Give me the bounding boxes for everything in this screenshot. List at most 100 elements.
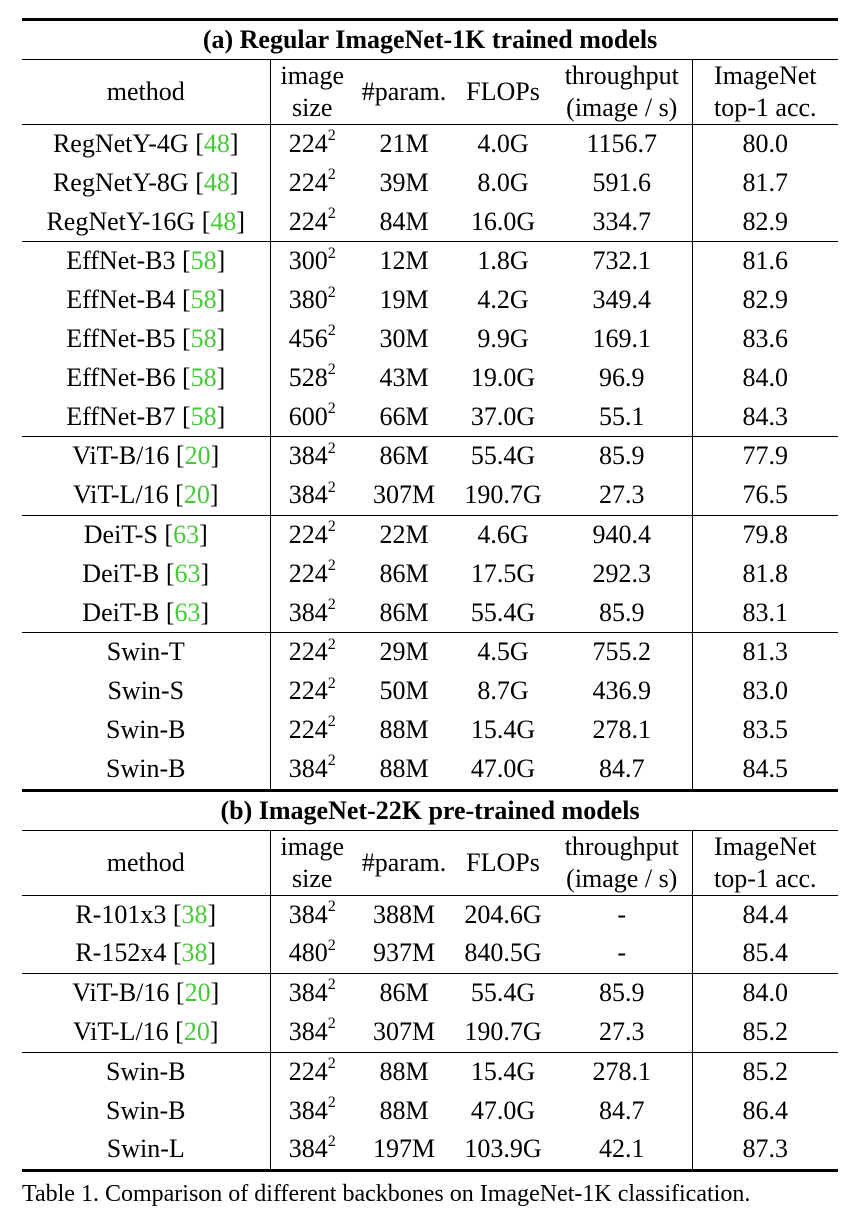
throughput-cell: 334.7	[552, 202, 693, 242]
throughput-cell: 436.9	[552, 672, 693, 711]
table-row: EffNet-B4 [58] 3802 19M 4.2G 349.4 82.9	[22, 281, 838, 320]
citation-link[interactable]: 58	[190, 323, 217, 353]
accuracy-value: 82.9	[742, 285, 789, 315]
accuracy-value: 81.8	[742, 558, 789, 588]
header-throughput-label: throughput	[564, 831, 679, 861]
size-exponent: 2	[327, 1015, 336, 1033]
accuracy-value: 81.7	[742, 167, 789, 197]
image-size-cell: 3842	[270, 436, 354, 477]
citation-link[interactable]: 58	[190, 362, 217, 392]
header-accuracy-label: ImageNet	[714, 61, 817, 90]
method-cell: Swin-B	[22, 1091, 271, 1131]
citation-link[interactable]: 38	[181, 938, 208, 968]
accuracy-cell: 84.0	[692, 359, 838, 398]
method-cell: R-101x3 [38]	[22, 894, 271, 935]
header-params: #param.	[354, 59, 454, 125]
accuracy-value: 76.5	[742, 480, 789, 510]
citation-link[interactable]: 63	[174, 597, 201, 627]
flops-value: 15.4G	[470, 1056, 536, 1086]
method-name: EffNet-B5	[66, 323, 176, 353]
header-size-label: image	[280, 831, 345, 861]
section-title-row: (b) ImageNet-22K pre-trained models	[22, 788, 839, 831]
image-size-cell: 5282	[270, 359, 354, 398]
params-value: 307M	[372, 1016, 436, 1046]
accuracy-value: 81.6	[742, 246, 789, 276]
flops-cell: 47.0G	[454, 750, 552, 790]
image-size-cell: 3842	[270, 476, 354, 515]
method-name: EffNet-B7	[66, 401, 176, 431]
image-size-value: 528	[288, 362, 328, 392]
image-size-value: 384	[288, 899, 328, 929]
accuracy-cell: 85.2	[692, 1051, 839, 1092]
header-row: method image #param. FLOPs throughput ImageNe…	[22, 59, 839, 125]
accuracy-cell: 76.5	[692, 476, 838, 515]
header-throughput: throughput	[552, 829, 693, 863]
header-row: method image #param. FLOPs throughput ImageNe…	[22, 829, 839, 896]
method-name: ViT-L/16	[72, 480, 169, 510]
method-cell: DeiT-B [63]	[22, 593, 271, 633]
citation-link[interactable]: 38	[181, 899, 208, 929]
flops-cell: 1.8G	[454, 241, 552, 282]
params-value: 388M	[372, 899, 436, 929]
citation-link[interactable]: 20	[183, 480, 210, 510]
image-size-cell: 2242	[270, 555, 354, 594]
table-row: Swin-B 3842 88M 47.0G 84.7 86.4	[22, 1091, 838, 1131]
flops-value: 204.6G	[464, 899, 542, 929]
section-title-row: (a) Regular ImageNet-1K trained models	[22, 18, 839, 60]
accuracy-cell: 84.4	[692, 894, 839, 935]
method-cell: RegNetY-4G [48]	[22, 123, 271, 164]
accuracy-cell: 84.5	[692, 750, 838, 790]
citation-link[interactable]: 48	[203, 129, 230, 158]
citation-link[interactable]: 58	[190, 401, 217, 431]
params-cell: 86M	[354, 594, 454, 633]
flops-value: 37.0G	[470, 401, 536, 431]
method-name: EffNet-B3	[66, 246, 176, 276]
citation-link[interactable]: 58	[190, 246, 217, 276]
citation-link[interactable]: 48	[210, 206, 237, 236]
citation-link[interactable]: 20	[183, 1016, 210, 1046]
params-cell: 88M	[354, 1092, 454, 1131]
size-exponent: 2	[327, 936, 336, 954]
params-value: 88M	[379, 714, 429, 744]
params-cell: 88M	[354, 711, 454, 750]
throughput-value: 278.1	[592, 714, 652, 744]
flops-value: 55.4G	[470, 441, 536, 471]
flops-value: 19.0G	[470, 362, 536, 392]
header-method-label: method	[106, 847, 185, 877]
image-size-value: 224	[288, 714, 328, 744]
accuracy-cell: 85.2	[692, 1013, 838, 1052]
citation-link[interactable]: 48	[203, 167, 230, 197]
accuracy-value: 85.4	[742, 938, 789, 968]
accuracy-value: 84.4	[742, 899, 789, 929]
citation-link[interactable]: 63	[173, 519, 200, 549]
accuracy-value: 85.2	[742, 1016, 789, 1046]
params-cell: 88M	[354, 750, 454, 790]
method-cell: ViT-L/16 [20]	[22, 1012, 271, 1053]
image-size-cell: 3842	[270, 1013, 354, 1052]
header-method: method	[22, 829, 271, 896]
citation-link[interactable]: 63	[174, 558, 201, 588]
method-name: ViT-B/16	[72, 978, 170, 1008]
header-throughput-label: (image / s)	[566, 863, 678, 893]
flops-value: 17.5G	[470, 558, 536, 588]
method-name: DeiT-B	[82, 597, 160, 627]
image-size-cell: 3002	[270, 241, 354, 282]
image-size-cell: 2242	[270, 514, 354, 555]
accuracy-value: 83.6	[742, 323, 789, 353]
flops-cell: 19.0G	[454, 359, 552, 398]
params-cell: 30M	[354, 320, 454, 359]
method-name: ViT-B/16	[72, 441, 170, 471]
citation-link[interactable]: 20	[184, 441, 211, 471]
header-params: #param.	[354, 829, 454, 896]
citation-link[interactable]: 20	[184, 978, 211, 1008]
throughput-value: 732.1	[592, 246, 652, 276]
method-cell: ViT-B/16 [20]	[22, 973, 271, 1013]
params-cell: 29M	[354, 632, 454, 673]
citation-link[interactable]: 58	[190, 285, 217, 315]
image-size-cell: 3842	[270, 1092, 354, 1131]
header-size-label: size	[292, 863, 333, 893]
throughput-value: 42.1	[599, 1134, 645, 1164]
throughput-value: 591.6	[592, 167, 652, 197]
accuracy-value: 84.0	[742, 978, 789, 1008]
image-size-cell: 3842	[270, 1130, 354, 1173]
